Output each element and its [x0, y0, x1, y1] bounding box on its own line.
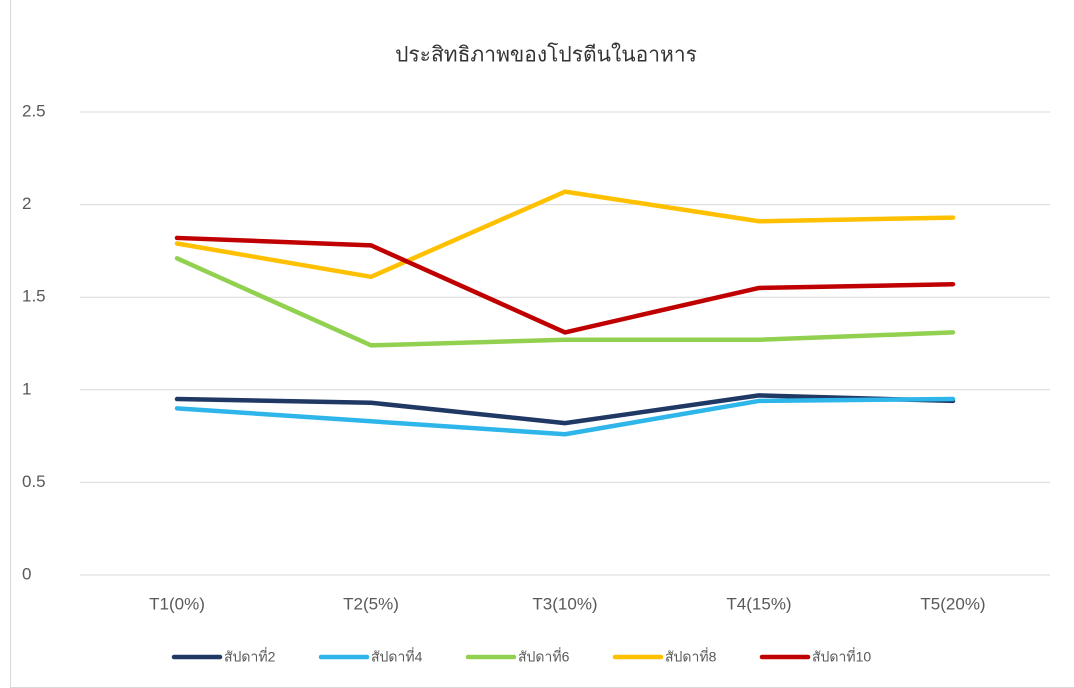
legend-label: สัปดาที่6: [518, 648, 570, 665]
legend-label: สัปดาที่2: [224, 648, 276, 665]
y-tick-label: 2: [22, 194, 31, 213]
series-line: [174, 393, 956, 426]
x-tick-label: T1(0%): [149, 594, 205, 613]
x-tick-label: T4(15%): [726, 594, 791, 613]
y-tick-label: 1.5: [22, 287, 46, 306]
y-tick-label: 2.5: [22, 101, 46, 120]
series-line: [174, 256, 956, 348]
legend-label: สัปดาที่4: [371, 648, 423, 665]
x-tick-label: T3(10%): [532, 594, 597, 613]
series-line: [174, 235, 956, 335]
x-tick-label: T2(5%): [343, 594, 399, 613]
y-tick-label: 0: [22, 564, 31, 583]
legend-label: สัปดาที่10: [812, 648, 871, 665]
legend: สัปดาที่2 สัปดาที่4 สัปดาที่6 สัปดาที่8 สัปด…: [171, 648, 871, 665]
chart-border: [10, 0, 1074, 688]
legend-label: สัปดาที่8: [665, 648, 717, 665]
series-line: [174, 189, 956, 280]
series-line: [174, 396, 956, 437]
y-tick-label: 0.5: [22, 472, 46, 491]
y-tick-label: 1: [22, 379, 31, 398]
x-tick-label: T5(20%): [920, 594, 985, 613]
chart-title: ประสิทธิภาพของโปรตีนในอาหาร: [395, 43, 697, 67]
